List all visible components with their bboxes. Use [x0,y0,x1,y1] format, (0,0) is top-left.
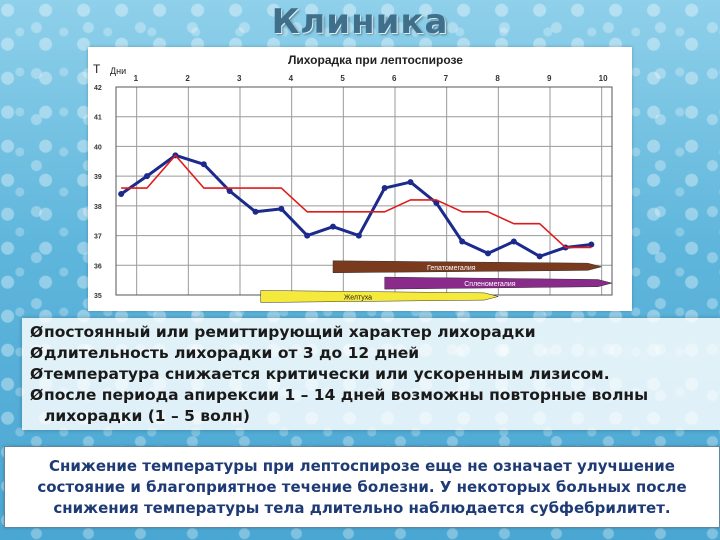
data-point [355,232,362,239]
data-point [304,232,311,239]
x-tick-label: 4 [289,74,294,83]
data-point [407,179,414,186]
symptom-band-label: Спленомегалия [464,281,516,288]
summary-text: Снижение температуры при лептоспирозе ещ… [37,457,687,517]
data-point [485,250,491,257]
x-tick-label: 1 [134,74,139,83]
arrow-bullet-icon: Ø [30,365,44,383]
data-point [144,173,150,180]
y-tick-label: 36 [94,263,102,270]
x-tick-label: 6 [392,74,397,83]
x-tick-label: 9 [547,74,552,83]
symptom-band-label: Желтуха [344,294,372,301]
symptom-band [260,290,499,303]
symptom-band [332,260,602,274]
summary-box: Снижение температуры при лептоспирозе ещ… [4,446,720,528]
x-tick-label: 8 [495,74,500,83]
x-tick-label: 5 [340,74,345,83]
arrow-bullet-icon: Ø [30,344,44,362]
data-point [226,188,233,194]
series-line [121,154,592,249]
data-point [200,161,207,168]
y-tick-label: 38 [94,204,102,211]
bullet-text: длительность лихорадки от 3 до 12 дней [44,344,420,362]
x-axis-label: Дни [110,66,126,76]
x-tick-label: 7 [444,74,449,83]
bullet-text: температура снижается критически или уск… [44,365,610,383]
data-point [278,205,285,212]
arrow-bullet-icon: Ø [30,323,44,341]
x-tick-label: 10 [599,74,608,83]
symptom-band [384,276,613,290]
y-tick-label: 41 [94,115,102,122]
y-tick-label: 37 [94,234,102,241]
y-tick-label: 40 [94,144,102,151]
data-point [459,238,466,245]
data-point [510,238,517,245]
arrow-bullet-icon: Ø [30,386,44,404]
x-tick-label: 3 [237,74,242,83]
y-tick-label: 35 [94,293,102,300]
data-point [588,241,595,248]
x-tick-label: 2 [185,74,190,83]
symptom-band-label: Гепатомегалия [427,265,476,272]
chart-card: Лихорадка при лептоспирозе T Дни 42 41 40 39 38… [88,47,632,311]
chart-title: Лихорадка при лептоспирозе [288,53,463,67]
bullet-text: постоянный или ремиттирующий характер ли… [44,323,536,341]
data-point [536,253,543,260]
data-point [118,190,125,197]
bullet-text: после периода апирексии 1 – 14 дней возм… [44,386,649,404]
y-tick-label: 42 [94,85,102,92]
y-axis-label: T [93,62,101,76]
data-point [381,185,388,192]
data-point [330,223,336,230]
slide-title: Клиника [271,2,449,42]
bullet-text-continuation: лихорадки (1 – 5 волн) [44,407,250,425]
y-tick-label: 39 [94,174,102,181]
data-point [252,208,259,215]
